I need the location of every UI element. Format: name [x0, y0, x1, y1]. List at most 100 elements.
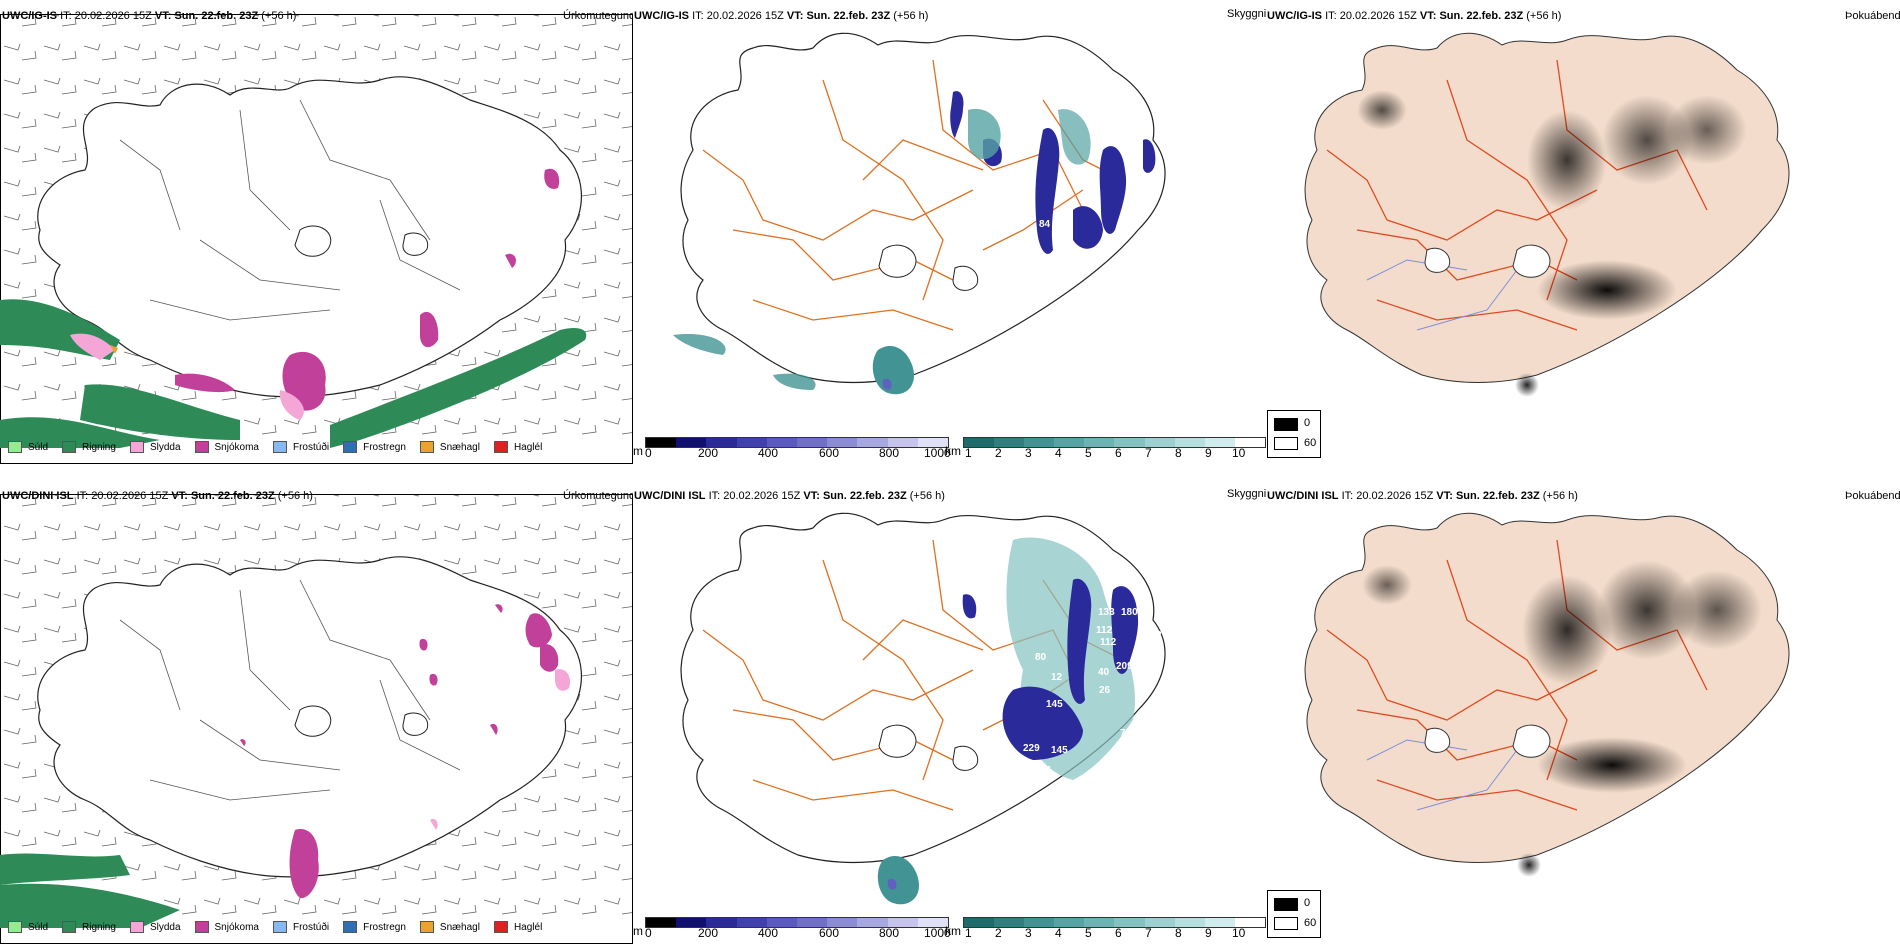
cbar-seg	[827, 438, 858, 447]
legend-item: Súld	[8, 921, 48, 933]
cbar-seg	[1204, 438, 1235, 447]
ceiling-tick: 0	[645, 446, 652, 460]
cbar-seg	[676, 438, 707, 447]
visibility-panel-bottom: UWC/DINI ISL IT: 20.02.2026 15Z VT: Sun.…	[633, 480, 1267, 950]
legend-label: Rigning	[82, 921, 116, 933]
precip-type-panel-bottom: UWC/DINI ISL IT: 20.02.2026 15Z VT: Sun.…	[0, 480, 633, 950]
vis-label: 62	[1117, 264, 1129, 275]
legend-label: Snjókoma	[214, 441, 259, 453]
cbar-seg	[736, 438, 767, 447]
cbar-seg	[1084, 438, 1115, 447]
legend-item: Snæhagl	[419, 441, 480, 453]
legend-swatch	[419, 441, 434, 453]
cbar-seg	[1024, 438, 1055, 447]
precip-type-map	[0, 495, 632, 928]
vis-label: 145	[1046, 699, 1063, 710]
vis-label: 40	[1098, 667, 1110, 678]
visibility-value-labels: 133 180 112 112 111 15 80 12 102 93 209 …	[935, 607, 1183, 898]
cbar-seg	[1114, 918, 1145, 927]
cbar-seg	[1234, 918, 1265, 927]
legend-item: Frostregn	[343, 441, 406, 453]
ceiling-tick: 800	[879, 926, 900, 940]
vis-label: 10	[1161, 689, 1173, 700]
legend-item: Snæhagl	[419, 921, 480, 933]
ceiling-tick: 1000	[924, 926, 951, 940]
legend-swatch	[194, 441, 209, 453]
vis-label: 29	[1026, 237, 1038, 248]
cbar-seg	[1144, 918, 1175, 927]
vis-label: 90	[1107, 241, 1119, 252]
legend-swatch-light	[1274, 917, 1298, 930]
visibility-map: 129 153 84 29 90 62 92 89 80 135 145 12 …	[673, 32, 1185, 398]
panel-title-visibility: Skyggni	[1227, 8, 1267, 20]
legend-label: Frostregn	[363, 441, 406, 453]
cbar-seg	[1204, 918, 1235, 927]
panel-title-run-info: UWC/DINI ISL IT: 20.02.2026 15Z VT: Sun.…	[1267, 490, 1578, 502]
visibility-tick: 2	[995, 446, 1002, 460]
legend-item: Frostúði	[272, 441, 329, 453]
cbar-seg	[994, 438, 1025, 447]
visibility-tick: 1	[965, 446, 972, 460]
legend-item: Slydda	[129, 921, 181, 933]
legend-swatch	[493, 441, 508, 453]
vis-label: 133	[1098, 607, 1115, 618]
ceiling-tick: 1000	[924, 446, 951, 460]
ceiling-tick: 600	[819, 446, 840, 460]
legend-swatch	[343, 441, 358, 453]
vis-label: 84	[1039, 219, 1051, 230]
visibility-unit: km	[945, 444, 961, 458]
cbar-seg	[887, 438, 918, 447]
vis-label: 80	[1093, 295, 1105, 306]
vis-label: 106	[1141, 705, 1158, 716]
legend-label-light: 60	[1304, 917, 1317, 929]
visibility-map: 133 180 112 112 111 15 80 12 102 93 209 …	[680, 512, 1183, 905]
legend-swatch	[194, 921, 209, 933]
fog-density-legend: 0 60	[1267, 410, 1321, 458]
vis-label: 128	[1166, 677, 1183, 688]
vis-label: 12	[1173, 191, 1185, 202]
cbar-seg	[766, 438, 798, 447]
legend-swatch-dark	[1274, 898, 1298, 911]
visibility-tick: 10	[1232, 926, 1246, 940]
vis-label: 15	[993, 660, 1005, 671]
visibility-panel-top: UWC/IG-IS IT: 20.02.2026 15Z VT: Sun. 22…	[633, 0, 1267, 470]
legend-label: Slydda	[149, 921, 181, 933]
precip-type-map	[0, 15, 632, 448]
visibility-tick: 4	[1055, 446, 1062, 460]
legend-swatch	[272, 441, 287, 453]
vis-label: 71	[1120, 728, 1132, 739]
legend-item: Rigning	[62, 441, 116, 453]
legend-swatch	[62, 441, 77, 453]
cbar-seg	[964, 918, 995, 927]
legend-label: Frostúði	[292, 921, 330, 933]
precip-type-panel-top: UWC/IG-IS IT: 20.02.2026 15Z VT: Sun. 22…	[0, 0, 633, 470]
cbar-seg	[827, 918, 858, 927]
visibility-value-labels: 129 153 84 29 90 62 92 89 80 135 145 12 …	[936, 177, 1185, 398]
ceiling-tick: 600	[819, 926, 840, 940]
vis-label: 89	[1123, 274, 1135, 285]
vis-label: 164	[936, 387, 953, 398]
precip-type-legend: Súld Rigning Slydda Snjókoma Frostúði Fr…	[8, 921, 542, 933]
legend-swatch-light	[1274, 437, 1298, 450]
cbar-seg	[646, 918, 677, 927]
vis-label: 135	[1058, 311, 1075, 322]
cbar-seg	[1054, 918, 1085, 927]
legend-label: Súld	[28, 441, 49, 453]
legend-item: Slydda	[129, 441, 181, 453]
vis-label: 93	[1169, 642, 1181, 653]
visibility-tick: 6	[1115, 446, 1122, 460]
ceiling-tick: 200	[698, 446, 719, 460]
legend-swatch-dark	[1274, 418, 1298, 431]
vis-label: 80	[1035, 652, 1047, 663]
legend-item: Frostregn	[343, 921, 406, 933]
visibility-tick: 5	[1085, 446, 1092, 460]
vis-label: 209	[1116, 661, 1133, 672]
visibility-tick: 3	[1025, 446, 1032, 460]
cbar-seg	[676, 918, 707, 927]
vis-label: 180	[1121, 607, 1138, 618]
legend-item: Snjókoma	[194, 441, 259, 453]
vis-label: 60	[1067, 802, 1079, 813]
legend-label: Haglél	[513, 921, 543, 933]
legend-item: Frostúði	[272, 921, 330, 933]
ceiling-tick: 0	[645, 926, 652, 940]
